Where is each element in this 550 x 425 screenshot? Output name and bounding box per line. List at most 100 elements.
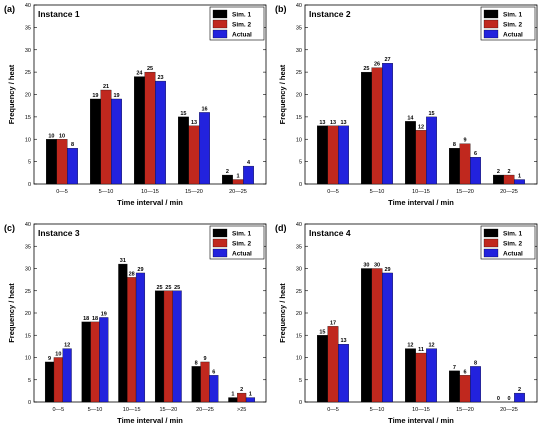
x-tick-label: 15—20 <box>456 407 474 413</box>
bar-value-label: 24 <box>136 71 143 77</box>
bar-value-label: 25 <box>363 66 369 72</box>
x-tick-label: 0—5 <box>327 407 339 413</box>
bar-sim1 <box>118 263 128 403</box>
bar-actual <box>199 112 210 185</box>
legend-label: Actual <box>232 251 252 258</box>
legend-label: Actual <box>232 32 252 39</box>
panel-tag: (b) <box>275 4 287 14</box>
y-tick-label: 35 <box>25 25 31 31</box>
bar-sim2 <box>371 67 383 185</box>
panel-tag: (a) <box>4 4 15 14</box>
x-tick-label: 10—15 <box>141 189 159 195</box>
bar-actual <box>382 63 393 185</box>
legend-swatch-sim1 <box>483 228 499 238</box>
x-axis-label: Time interval / min <box>117 198 183 207</box>
legend-swatch-actual <box>483 29 499 39</box>
bar-value-label: 19 <box>92 93 98 99</box>
legend-label: Sim. 2 <box>232 241 252 248</box>
legend-swatch-sim1 <box>212 9 228 19</box>
bar-value-label: 8 <box>195 360 198 366</box>
y-tick-label: 30 <box>296 267 302 273</box>
y-tick-label: 0 <box>28 182 31 188</box>
y-tick-label: 5 <box>28 160 31 166</box>
x-axis-label: Time interval / min <box>388 198 454 207</box>
bar-value-label: 14 <box>407 115 414 121</box>
bar-sim2 <box>415 130 427 185</box>
bar-value-label: 18 <box>92 316 98 322</box>
panel-tag: (c) <box>4 223 15 233</box>
y-tick-label: 15 <box>296 115 302 121</box>
bar-sim1 <box>449 148 460 185</box>
x-tick-label: 5—10 <box>370 189 385 195</box>
bar-actual <box>111 98 122 185</box>
bar-sim2 <box>144 71 156 185</box>
bar-value-label: 31 <box>120 258 126 264</box>
x-tick-label: 0—5 <box>53 407 65 413</box>
bar-sim1 <box>191 366 201 403</box>
bar-actual <box>62 348 72 403</box>
x-tick-label: 5—10 <box>99 189 114 195</box>
y-tick-label: 10 <box>296 356 302 362</box>
bar-sim2 <box>100 89 112 185</box>
y-tick-label: 5 <box>299 378 302 384</box>
bar-value-label: 7 <box>453 365 456 371</box>
bar-sim1 <box>228 397 238 403</box>
bar-sim1 <box>361 268 372 403</box>
bar-value-label: 13 <box>340 120 346 126</box>
bar-sim1 <box>44 361 55 403</box>
bar-value-label: 13 <box>191 120 197 126</box>
bar-value-label: 27 <box>384 57 390 63</box>
bar-actual <box>243 165 254 185</box>
bar-value-label: 2 <box>240 387 243 393</box>
bar-sim2 <box>53 357 63 403</box>
x-tick-label: 20—25 <box>500 407 518 413</box>
bar-value-label: 8 <box>71 142 74 148</box>
bar-value-label: 6 <box>463 369 466 375</box>
y-tick-label: 40 <box>296 3 302 9</box>
y-tick-label: 15 <box>296 333 302 339</box>
bar-value-label: 9 <box>463 138 466 144</box>
bar-value-label: 23 <box>157 75 163 81</box>
y-tick-label: 10 <box>25 356 31 362</box>
bar-actual <box>514 392 525 403</box>
legend-swatch-sim2 <box>483 238 499 248</box>
bar-sim2 <box>56 139 68 185</box>
bar-actual <box>172 290 182 403</box>
bar-sim2 <box>327 125 339 185</box>
bar-value-label: 11 <box>418 347 424 353</box>
bar-sim2 <box>200 361 210 403</box>
bar-value-label: 25 <box>174 285 180 291</box>
legend-swatch-actual <box>212 248 228 258</box>
y-tick-label: 35 <box>296 244 302 250</box>
y-tick-label: 40 <box>25 3 31 9</box>
x-tick-label: 0—5 <box>327 189 339 195</box>
panel-2: (b) Instance 2 0 5 10 15 20 25 30 35 40 Frequency /… <box>275 3 538 207</box>
y-tick-label: 10 <box>296 137 302 143</box>
x-tick-label: 20—25 <box>229 189 247 195</box>
y-tick-label: 30 <box>25 267 31 273</box>
bar-value-label: 25 <box>165 285 171 291</box>
bar-value-label: 10 <box>55 352 61 358</box>
bar-value-label: 15 <box>180 111 186 117</box>
bar-sim1 <box>405 121 416 185</box>
bar-value-label: 2 <box>497 169 500 175</box>
bar-value-label: 19 <box>101 311 107 317</box>
bar-value-label: 15 <box>319 329 325 335</box>
bar-value-label: 12 <box>428 343 434 349</box>
panel-title: Instance 3 <box>38 228 80 238</box>
x-tick-label: 0—5 <box>56 189 68 195</box>
y-axis-label: Frequency / heat <box>7 64 16 124</box>
legend-swatch-sim2 <box>212 238 228 248</box>
y-tick-label: 15 <box>25 115 31 121</box>
x-tick-label: >25 <box>237 407 246 413</box>
y-tick-label: 15 <box>25 333 31 339</box>
x-tick-label: 20—25 <box>500 189 518 195</box>
bar-actual <box>426 116 437 185</box>
bar-sim1 <box>361 71 372 185</box>
bar-value-label: 1 <box>231 392 234 398</box>
legend-label: Actual <box>503 251 523 258</box>
bar-sim2 <box>371 268 383 403</box>
legend-swatch-actual <box>483 248 499 258</box>
bar-actual <box>426 348 437 403</box>
bar-value-label: 6 <box>212 369 215 375</box>
